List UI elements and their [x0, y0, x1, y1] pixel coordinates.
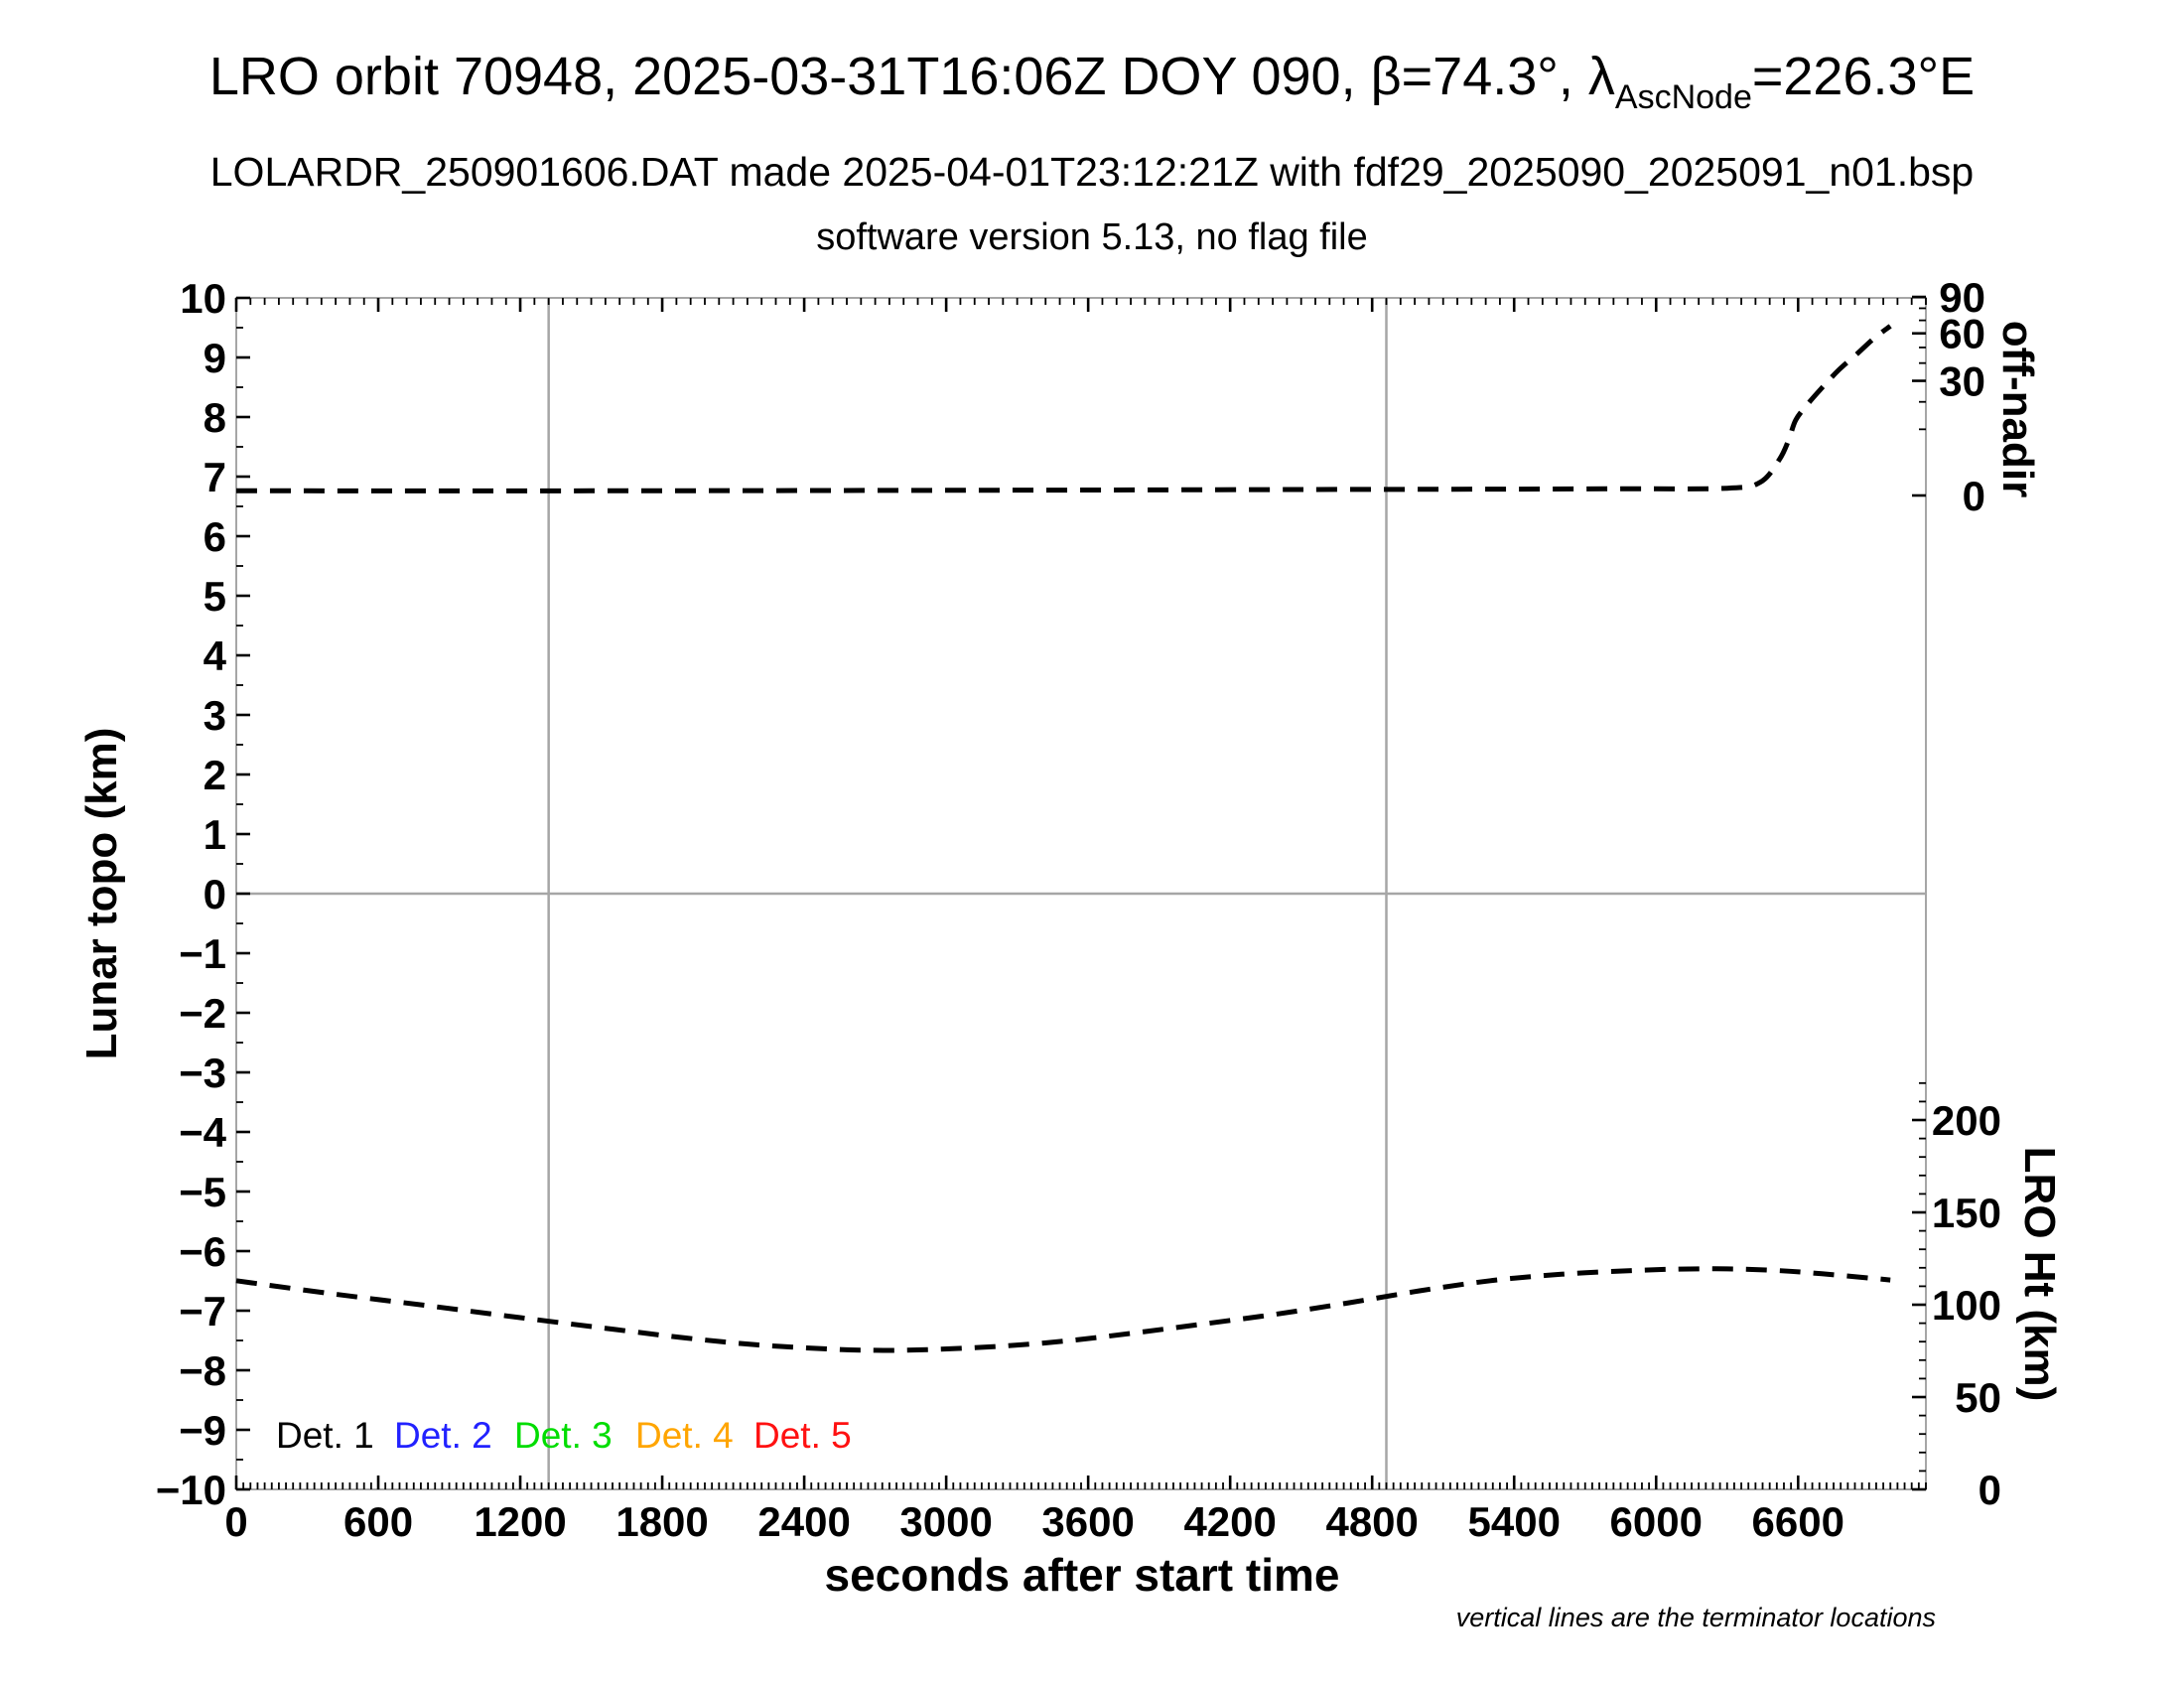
x-tick-label: 5400	[1468, 1498, 1561, 1545]
y-left-tick-label: −7	[179, 1288, 226, 1335]
y-left-tick-label: −9	[179, 1407, 226, 1454]
gridlines-group	[236, 298, 1926, 1489]
y-axis-title-left: Lunar topo (km)	[77, 727, 126, 1060]
x-tick-label: 4800	[1325, 1498, 1418, 1545]
x-tick-label: 1200	[474, 1498, 566, 1545]
y-left-tick-label: 8	[204, 394, 226, 441]
offnadir-tick-label: 60	[1939, 311, 1985, 357]
y-left-tick-label: −4	[179, 1109, 227, 1156]
y-left-tick-label: 4	[204, 633, 227, 679]
x-tick-label: 3600	[1041, 1498, 1134, 1545]
y-left-tick-label: 5	[204, 573, 226, 620]
y-left-tick-label: 6	[204, 513, 226, 560]
y-axis-title-offnadir: off-nadir	[1993, 320, 2042, 498]
chart-subtitle: LOLARDR_250901606.DAT made 2025-04-01T23…	[209, 149, 1975, 195]
legend-det-4: Det. 4	[635, 1415, 734, 1456]
legend-det-2: Det. 2	[394, 1415, 492, 1456]
y-left-tick-label: −3	[179, 1050, 226, 1096]
tick-labels-group: 0 600 1200 1800 2400 3000 3600 4200 4800 5400 6000…	[156, 274, 2001, 1545]
y-left-tick-label: 10	[180, 275, 226, 322]
x-tick-label: 3000	[899, 1498, 992, 1545]
ht-tick-label: 50	[1955, 1374, 2001, 1421]
ht-tick-label: 150	[1932, 1190, 2001, 1236]
y-left-tick-label: 9	[204, 335, 226, 381]
y-left-tick-label: 7	[204, 454, 226, 500]
lro-height-curve	[235, 1266, 1891, 1353]
y-left-tick-label: 1	[204, 811, 226, 858]
y-left-tick-label: 0	[204, 871, 226, 917]
y-left-tick-label: 3	[204, 692, 226, 739]
y-left-tick-label: −6	[179, 1228, 226, 1275]
x-tick-label: 0	[224, 1498, 247, 1545]
legend-det-1: Det. 1	[276, 1415, 374, 1456]
y-left-tick-label: −1	[179, 930, 226, 977]
x-axis-title: seconds after start time	[824, 1549, 1340, 1601]
offnadir-tick-label: 90	[1939, 274, 1985, 321]
legend-det-5: Det. 5	[753, 1415, 852, 1456]
ht-tick-label: 0	[1979, 1467, 2001, 1513]
chart-title: LRO orbit 70948, 2025-03-31T16:06Z DOY 0…	[0, 46, 2184, 117]
offnadir-tick-label: 0	[1963, 473, 1985, 519]
x-tick-label: 2400	[757, 1498, 850, 1545]
off-nadir-curve	[235, 324, 1892, 493]
ht-tick-label: 100	[1932, 1282, 2001, 1329]
chart-title-suffix: =226.3°E	[1751, 47, 1976, 106]
legend-det-3: Det. 3	[514, 1415, 613, 1456]
chart-title-subscript: AscNode	[1614, 78, 1752, 116]
y-left-tick-label: −2	[179, 990, 226, 1037]
x-tick-label: 6000	[1610, 1498, 1703, 1545]
chart-version-line: software version 5.13, no flag file	[816, 216, 1368, 258]
y-left-tick-label: −10	[156, 1467, 226, 1513]
x-tick-label: 6600	[1752, 1498, 1844, 1545]
y-left-tick-label: −5	[179, 1169, 226, 1215]
x-tick-label: 600	[343, 1498, 413, 1545]
y-axis-title-lro-height: LRO Ht (km)	[2015, 1146, 2064, 1402]
x-tick-label: 1800	[615, 1498, 708, 1545]
y-left-tick-label: 2	[204, 752, 226, 798]
ticks-group	[234, 295, 1927, 1491]
x-tick-label: 4200	[1183, 1498, 1276, 1545]
chart-title-main: LRO orbit 70948, 2025-03-31T16:06Z DOY 0…	[208, 47, 1615, 106]
offnadir-tick-label: 30	[1939, 358, 1985, 405]
curves-group	[235, 324, 1892, 1353]
y-left-tick-label: −8	[179, 1347, 226, 1394]
terminator-footnote: vertical lines are the terminator locati…	[1455, 1603, 1936, 1632]
ht-tick-label: 200	[1932, 1097, 2001, 1144]
legend-group: Det. 1 Det. 2 Det. 3 Det. 4 Det. 5	[276, 1415, 852, 1456]
